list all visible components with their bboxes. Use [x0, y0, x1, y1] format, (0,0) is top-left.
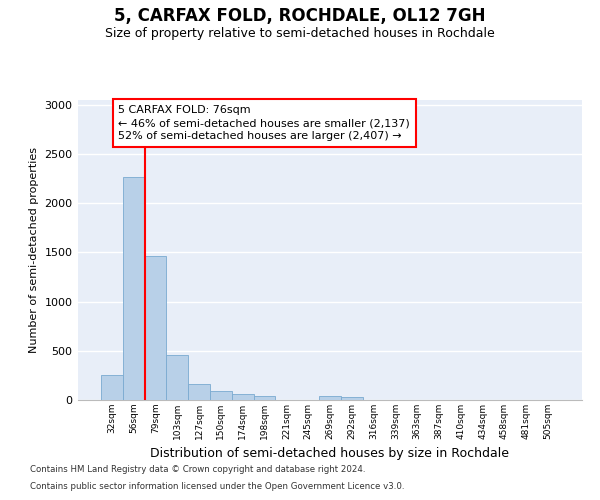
Text: 5 CARFAX FOLD: 76sqm
← 46% of semi-detached houses are smaller (2,137)
52% of se: 5 CARFAX FOLD: 76sqm ← 46% of semi-detac…	[118, 105, 410, 142]
Bar	[166, 355, 188, 400]
Bar	[254, 396, 275, 400]
Y-axis label: Number of semi-detached properties: Number of semi-detached properties	[29, 147, 39, 353]
Bar	[145, 256, 166, 400]
Bar	[319, 396, 341, 400]
Bar	[188, 384, 210, 400]
X-axis label: Distribution of semi-detached houses by size in Rochdale: Distribution of semi-detached houses by …	[151, 448, 509, 460]
Bar	[123, 176, 145, 400]
Bar	[341, 397, 363, 400]
Text: 5, CARFAX FOLD, ROCHDALE, OL12 7GH: 5, CARFAX FOLD, ROCHDALE, OL12 7GH	[114, 8, 486, 26]
Text: Contains HM Land Registry data © Crown copyright and database right 2024.: Contains HM Land Registry data © Crown c…	[30, 466, 365, 474]
Bar	[101, 376, 123, 400]
Bar	[210, 391, 232, 400]
Text: Contains public sector information licensed under the Open Government Licence v3: Contains public sector information licen…	[30, 482, 404, 491]
Bar	[232, 394, 254, 400]
Text: Size of property relative to semi-detached houses in Rochdale: Size of property relative to semi-detach…	[105, 28, 495, 40]
